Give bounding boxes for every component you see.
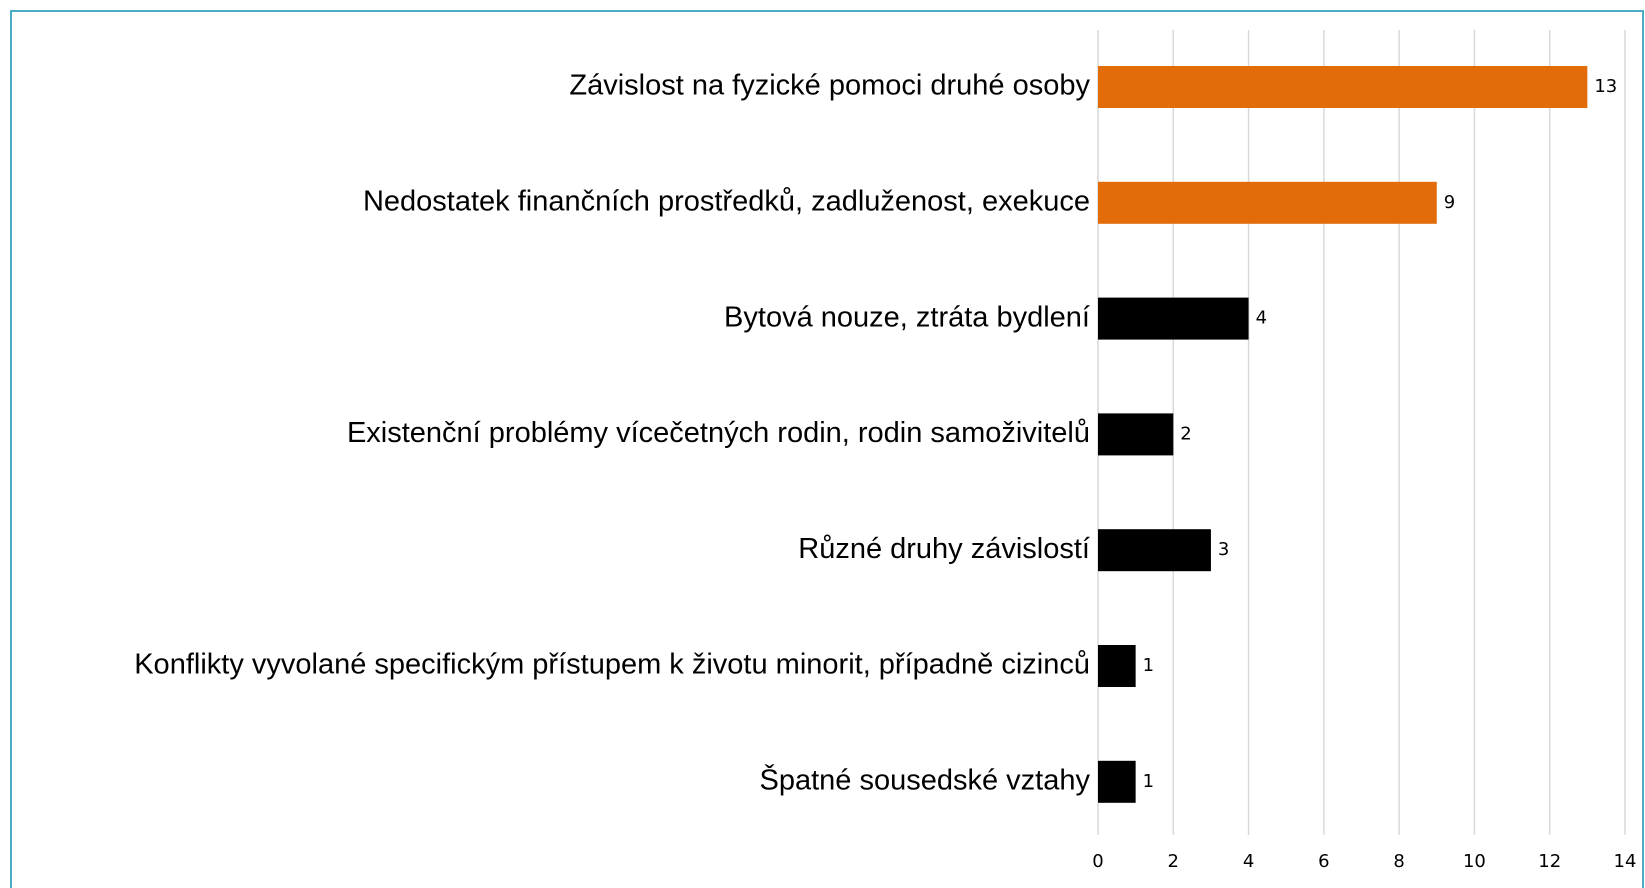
category-label: Různé druhy závislostí (798, 533, 1090, 565)
bar (1098, 297, 1249, 340)
category-label: Bytová nouze, ztráta bydlení (724, 301, 1090, 333)
data-label: 13 (1594, 76, 1617, 97)
category-label: Nedostatek finančních prostředků, zadluž… (363, 185, 1090, 217)
bar (1098, 645, 1136, 687)
data-label: 3 (1218, 539, 1229, 560)
x-tick-label: 10 (1463, 851, 1486, 872)
x-tick-label: 6 (1318, 851, 1329, 872)
data-label: 1 (1143, 655, 1154, 676)
category-label: Špatné sousedské vztahy (760, 762, 1091, 796)
data-label: 9 (1444, 192, 1455, 213)
bar (1098, 413, 1174, 456)
category-label: Závislost na fyzické pomoci druhé osoby (569, 70, 1090, 102)
bar (1098, 181, 1437, 224)
frame (10, 10, 1644, 888)
data-label: 2 (1180, 423, 1191, 444)
bar (1098, 760, 1136, 803)
x-tick-label: 14 (1614, 851, 1637, 872)
category-label: Konflikty vyvolané specifickým přístupem… (134, 649, 1090, 681)
category-label: Existenční problémy vícečetných rodin, r… (347, 417, 1090, 449)
bar (1098, 529, 1211, 572)
x-tick-label: 4 (1243, 851, 1254, 872)
data-label: 4 (1256, 308, 1267, 329)
x-tick-label: 2 (1168, 851, 1179, 872)
x-tick-label: 12 (1538, 851, 1561, 872)
x-tick-label: 8 (1393, 851, 1404, 872)
x-tick-label: 0 (1092, 851, 1103, 872)
bar (1098, 66, 1588, 108)
data-label: 1 (1143, 771, 1154, 792)
